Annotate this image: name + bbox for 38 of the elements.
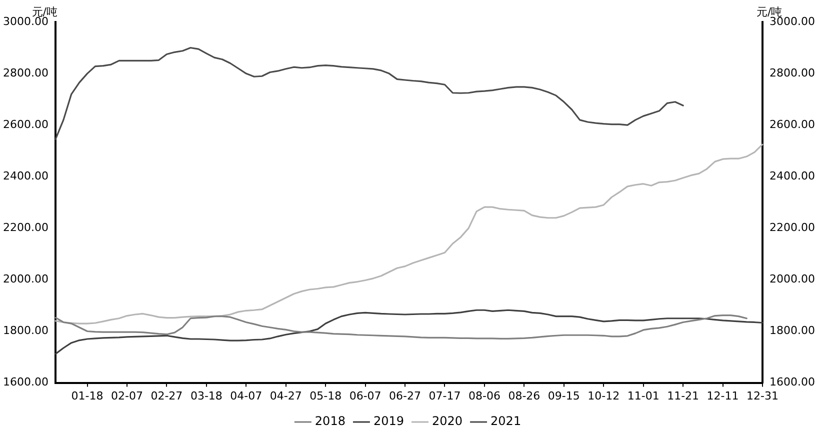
x-tick-label: 09-15 (548, 389, 580, 402)
y2-tick-label: 1800.00 (770, 324, 816, 338)
legend-label: 2021 (490, 414, 522, 428)
legend-label: 2019 (373, 414, 404, 428)
legend-label: 2020 (432, 414, 463, 428)
x-tick-label: 12-31 (746, 389, 778, 402)
x-tick-label: 07-17 (428, 389, 461, 402)
y-tick-label: 1600.00 (2, 376, 48, 389)
x-tick-label: 01-18 (71, 389, 104, 402)
x-tick-label: 05-18 (310, 389, 342, 402)
y-tick-label: 2600.00 (2, 118, 48, 131)
y-axis-title: 元/吨 (32, 5, 58, 18)
y2-tick-label: 2200.00 (770, 221, 816, 234)
x-tick-label: 08-06 (468, 389, 500, 402)
x-tick-label: 08-26 (508, 389, 540, 402)
y-tick-label: 2400.00 (2, 169, 48, 182)
x-tick-label: 11-01 (627, 389, 660, 402)
x-tick-label: 02-27 (150, 389, 183, 402)
x-tick-label: 06-27 (389, 389, 422, 402)
y2-tick-label: 2600.00 (770, 118, 816, 131)
y-tick-label: 2200.00 (2, 221, 48, 234)
y-tick-label: 2000.00 (2, 272, 48, 286)
y-tick-label: 1800.00 (2, 324, 48, 338)
y2-tick-label: 2800.00 (770, 66, 816, 80)
x-tick-label: 10-12 (588, 389, 620, 402)
y2-axis-title: 元/吨 (756, 5, 782, 18)
x-tick-label: 03-18 (190, 389, 222, 402)
x-tick-label: 12-11 (706, 389, 739, 402)
x-tick-label: 04-07 (230, 389, 262, 402)
y-tick-label: 2800.00 (2, 66, 48, 80)
x-tick-label: 02-07 (111, 389, 143, 402)
x-tick-label: 06-07 (349, 389, 382, 402)
y2-tick-label: 2400.00 (770, 169, 816, 182)
x-tick-label: 11-21 (667, 389, 700, 402)
legend-label: 2018 (314, 414, 346, 428)
x-tick-label: 04-27 (270, 389, 302, 402)
y2-tick-label: 1600.00 (770, 376, 816, 389)
y2-tick-label: 2000.00 (770, 272, 816, 286)
